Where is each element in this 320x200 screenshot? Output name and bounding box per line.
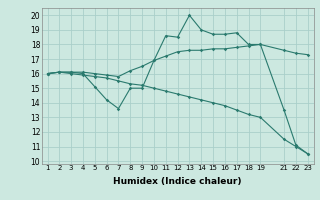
X-axis label: Humidex (Indice chaleur): Humidex (Indice chaleur) bbox=[113, 177, 242, 186]
